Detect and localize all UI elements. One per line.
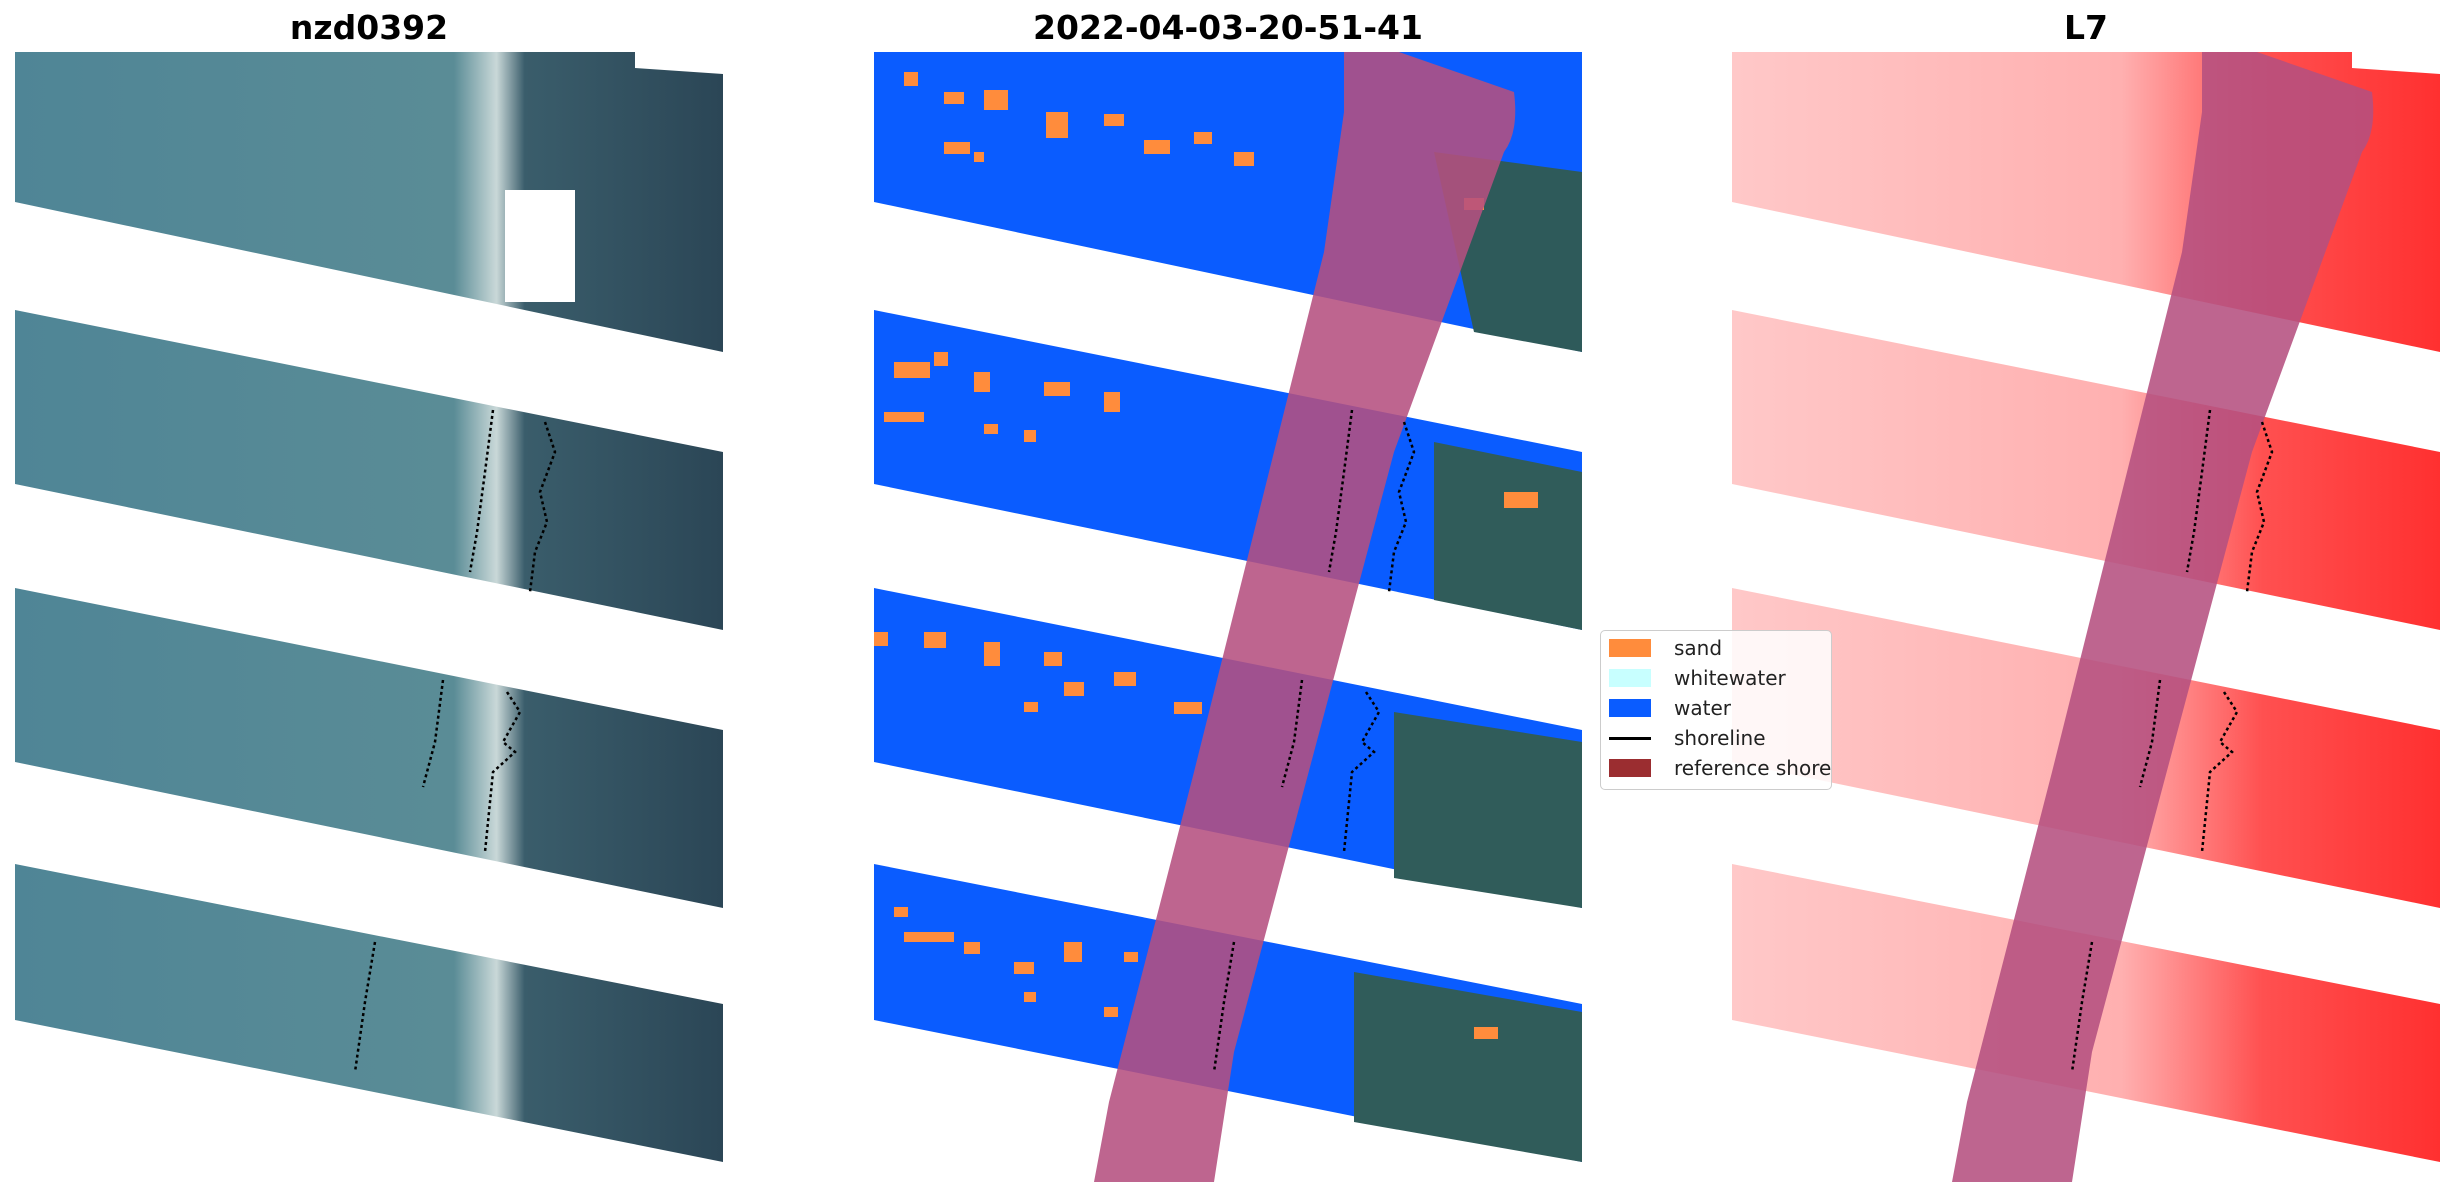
shoreline	[483, 691, 522, 853]
image-strip	[15, 52, 723, 352]
legend-item-shoreline: shoreline	[1609, 723, 1831, 751]
legend-item-sand: sand	[1609, 633, 1831, 661]
shoreline	[353, 941, 377, 1073]
shoreline	[2245, 421, 2274, 593]
image-strip	[15, 588, 723, 908]
legend-item-water: water	[1609, 693, 1831, 721]
reference-shoreline-buffer	[1094, 52, 1516, 1182]
water-swatch	[1609, 699, 1651, 717]
sand-swatch	[1609, 639, 1651, 657]
classified-image	[874, 52, 1582, 1182]
shoreline	[1327, 409, 1354, 573]
sand-pixels	[874, 72, 1538, 1039]
shoreline	[528, 421, 557, 593]
legend-item-buffer: reference shoreline buffer	[1609, 753, 1832, 781]
shoreline	[2200, 691, 2239, 853]
shoreline	[1212, 941, 1236, 1073]
cloud-mask	[505, 190, 575, 302]
legend-label: water	[1674, 696, 1731, 720]
image-strip	[15, 864, 723, 1162]
shoreline	[421, 679, 445, 788]
rgb-image	[15, 52, 723, 1162]
shoreline-line-swatch	[1609, 737, 1651, 740]
shoreline	[2070, 941, 2094, 1073]
reference-shoreline-buffer	[1952, 52, 2374, 1182]
panel-title-rgb: nzd0392	[289, 8, 449, 47]
legend-label: whitewater	[1674, 666, 1786, 690]
rgb-image-panel	[15, 52, 723, 1182]
index-strip	[1732, 310, 2440, 630]
legend-label: shoreline	[1674, 726, 1766, 750]
legend: sand whitewater water shoreline referenc…	[1600, 630, 1832, 790]
legend-item-whitewater: whitewater	[1609, 663, 1831, 691]
shoreline	[1280, 679, 1304, 788]
panel-title-classified: 2022-04-03-20-51-41	[1033, 8, 1423, 47]
shoreline	[2185, 409, 2212, 573]
buffer-swatch	[1609, 759, 1651, 777]
shoreline	[1387, 421, 1416, 593]
shoreline	[1342, 691, 1381, 853]
index-image-panel	[1732, 52, 2440, 1182]
whitewater-swatch	[1609, 669, 1651, 687]
index-image	[1732, 52, 2440, 1182]
classified-image-panel	[874, 52, 1582, 1182]
image-strip	[15, 310, 723, 630]
legend-label: sand	[1674, 636, 1723, 660]
legend-label: reference shoreline buffer	[1674, 756, 1832, 780]
panel-title-index: L7	[2064, 8, 2108, 47]
shoreline	[2138, 679, 2162, 788]
shoreline	[468, 409, 495, 573]
